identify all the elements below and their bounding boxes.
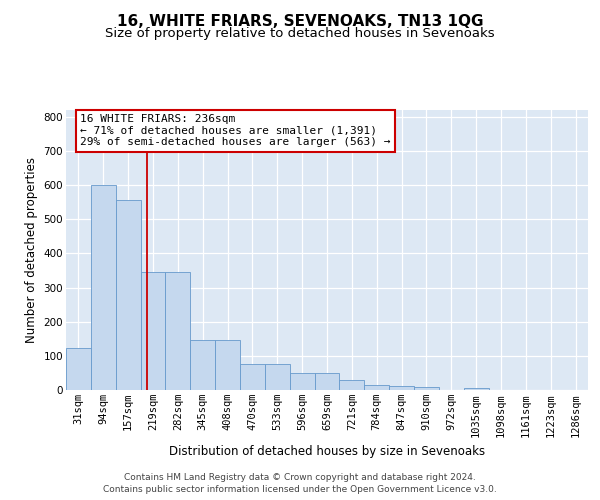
Bar [314,373,340,390]
Text: 16 WHITE FRIARS: 236sqm
← 71% of detached houses are smaller (1,391)
29% of semi: 16 WHITE FRIARS: 236sqm ← 71% of detache… [80,114,391,148]
Text: Contains HM Land Registry data © Crown copyright and database right 2024.
Contai: Contains HM Land Registry data © Crown c… [103,472,497,494]
Bar [340,380,364,390]
Bar [116,200,140,390]
Text: 16, WHITE FRIARS, SEVENOAKS, TN13 1QG: 16, WHITE FRIARS, SEVENOAKS, TN13 1QG [117,14,483,29]
Y-axis label: Number of detached properties: Number of detached properties [25,157,38,343]
Bar [364,385,389,390]
Bar [190,340,215,390]
Bar [290,373,314,390]
Bar [66,348,91,390]
Bar [414,386,439,390]
Text: Size of property relative to detached houses in Sevenoaks: Size of property relative to detached ho… [105,28,495,40]
X-axis label: Distribution of detached houses by size in Sevenoaks: Distribution of detached houses by size … [169,445,485,458]
Bar [464,388,488,390]
Bar [240,364,265,390]
Bar [166,272,190,390]
Bar [140,272,166,390]
Bar [91,185,116,390]
Bar [265,364,290,390]
Bar [215,340,240,390]
Bar [389,386,414,390]
